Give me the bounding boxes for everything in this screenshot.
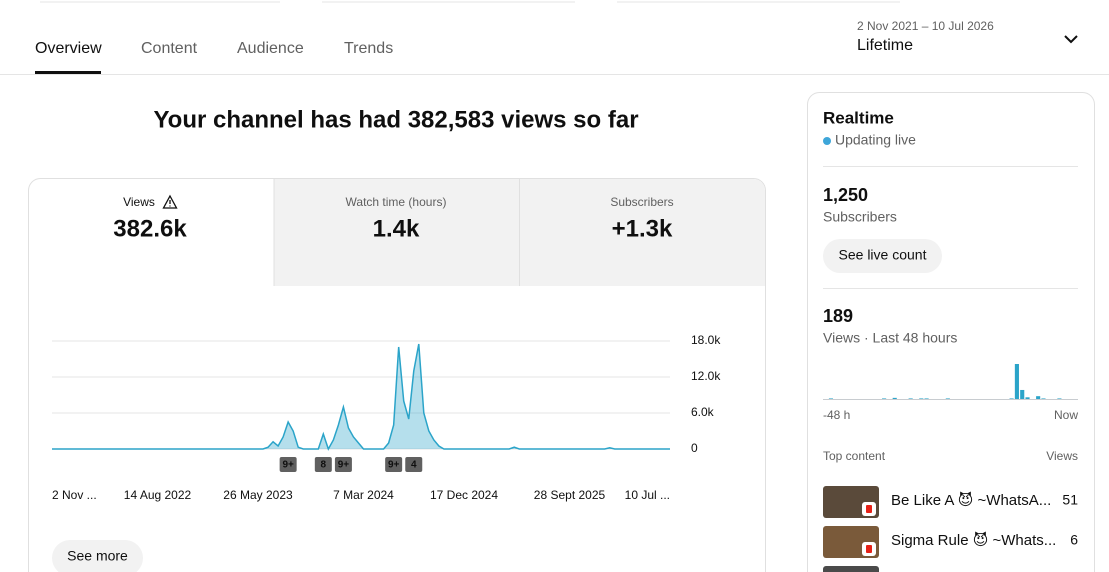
- y-tick-label: 6.0k: [691, 405, 715, 419]
- bar: [1025, 397, 1030, 399]
- line: [52, 343, 670, 451]
- item-views: 51: [1062, 492, 1078, 508]
- annotation-badge[interactable]: 4: [405, 457, 423, 472]
- annotation-badge[interactable]: 9+: [279, 457, 297, 472]
- thumbnail: [823, 566, 879, 572]
- badge-bg: [334, 457, 352, 472]
- top-content-item[interactable]: Sigma Rule 😈 ~Whats... 6: [823, 526, 1078, 558]
- bar: [882, 398, 887, 399]
- bar: [924, 398, 929, 399]
- views-chart: 0 6.0k 12.0k 18.0k 2 Nov ... 14 Aug 2022 26 Ma…: [52, 333, 721, 502]
- button-bg: [52, 540, 143, 572]
- annotation-badge[interactable]: 9+: [385, 457, 403, 472]
- chevron: [1064, 35, 1078, 44]
- realtime-chart: [823, 364, 1078, 400]
- bar: [1020, 389, 1025, 399]
- badge-label: 4: [411, 460, 417, 471]
- bar: [1041, 398, 1046, 399]
- x-label: Now: [1054, 408, 1078, 422]
- metric-tab[interactable]: Watch time (hours) 1.4k: [346, 195, 447, 242]
- annotation-badge[interactable]: 8: [314, 457, 332, 472]
- badge-label: 8: [321, 460, 327, 471]
- metric-tab[interactable]: Views 382.6k: [113, 194, 187, 242]
- badge-label: 9+: [388, 460, 400, 471]
- y-tick-label: 0: [691, 441, 698, 455]
- metric-label: Watch time (hours): [346, 195, 447, 209]
- headline: Your channel has had 382,583 views so fa…: [153, 106, 638, 133]
- bar: [1014, 364, 1019, 399]
- metric-label: Views: [123, 195, 155, 209]
- tab[interactable]: Trends: [344, 40, 393, 57]
- metric-tab[interactable]: Subscribers +1.3k: [610, 195, 673, 242]
- realtime-title: Realtime: [823, 108, 894, 127]
- tab[interactable]: Audience: [237, 40, 304, 57]
- live-dot: [823, 137, 831, 145]
- x-tick-label: 2 Nov ...: [52, 488, 97, 502]
- button-label: See more: [67, 548, 128, 564]
- item-title: Sigma Rule 😈 ~Whats...: [891, 531, 1056, 549]
- badge-bg: [314, 457, 332, 472]
- button-label: See live count: [839, 247, 927, 263]
- shorts-icon: [866, 505, 872, 513]
- metric-value: 382.6k: [113, 215, 187, 242]
- badge-bg: [405, 457, 423, 472]
- metric-label: Subscribers: [610, 195, 673, 209]
- date-range-label: Lifetime: [857, 37, 913, 54]
- subscriber-count: 1,250: [823, 185, 868, 205]
- x-tick-label: 7 Mar 2024: [333, 488, 394, 502]
- bar: [828, 398, 834, 399]
- bar: [1009, 398, 1014, 399]
- bar: [945, 398, 950, 399]
- date-range-picker[interactable]: 2 Nov 2021 – 10 Jul 2026 Lifetime: [857, 19, 1078, 54]
- realtime-status: Updating live: [835, 132, 916, 148]
- top-content-item[interactable]: Be Like A 😈 ~WhatsA... 51: [823, 486, 1078, 518]
- annotation-badge[interactable]: 9+: [334, 457, 352, 472]
- x-tick-label: 14 Aug 2022: [124, 488, 192, 502]
- item-views: 6: [1070, 532, 1078, 548]
- see-more-button[interactable]: See more: [52, 540, 143, 572]
- live-count-button[interactable]: See live count: [823, 239, 942, 273]
- x-tick-label: 17 Dec 2024: [430, 488, 498, 502]
- warning-icon: [162, 194, 178, 209]
- subscriber-label: Subscribers: [823, 209, 897, 225]
- bar: [1057, 398, 1062, 399]
- metric-value: 1.4k: [373, 215, 420, 242]
- x-tick-label: 26 May 2023: [223, 488, 293, 502]
- x-tick-label: 28 Sept 2025: [534, 488, 606, 502]
- button-bg: [823, 239, 942, 273]
- tab[interactable]: Overview: [35, 40, 102, 57]
- y-tick-label: 18.0k: [691, 333, 721, 347]
- badge-bg: [279, 457, 297, 472]
- realtime-card: [807, 92, 1095, 572]
- x-label: -48 h: [823, 408, 850, 422]
- views-label: Views · Last 48 hours: [823, 330, 957, 346]
- y-tick-label: 12.0k: [691, 369, 721, 383]
- x-tick-label: 10 Jul ...: [625, 488, 670, 502]
- views-count: 189: [823, 306, 853, 326]
- date-range: 2 Nov 2021 – 10 Jul 2026: [857, 19, 994, 33]
- bar: [1036, 396, 1041, 399]
- top-content-title: Top content: [823, 449, 886, 463]
- tab-underline: [35, 71, 101, 74]
- bar: [892, 397, 897, 399]
- bar: [919, 398, 924, 399]
- badge-bg: [385, 457, 403, 472]
- badge-label: 9+: [338, 460, 350, 471]
- tab[interactable]: Content: [141, 40, 198, 57]
- item-title: Be Like A 😈 ~WhatsA...: [891, 491, 1051, 509]
- views-header: Views: [1046, 449, 1078, 463]
- metric-value: +1.3k: [612, 215, 673, 242]
- shorts-icon: [866, 545, 872, 553]
- badge-label: 9+: [282, 460, 294, 471]
- bar: [908, 398, 913, 399]
